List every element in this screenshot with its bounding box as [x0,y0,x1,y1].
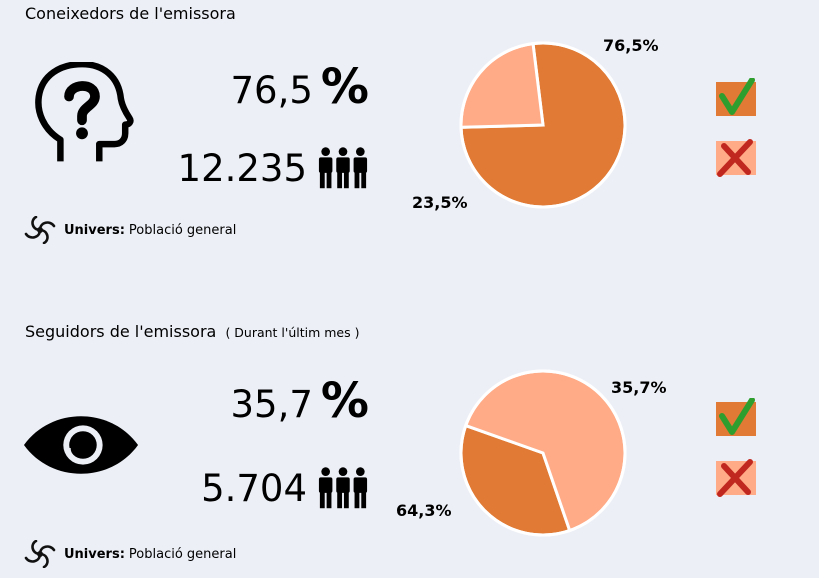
universe-note: Univers: Població general [24,216,236,244]
universe-note: Univers: Població general [24,540,236,568]
count-value: 12.235 [177,146,307,190]
percent-sign: % [320,59,369,115]
count-value: 5.704 [201,466,307,510]
check-icon [716,78,756,116]
percent-display: 76,5 % [230,59,369,115]
section-title: Coneixedors de l'emissora [25,4,236,23]
section-coneixedors: Coneixedors de l'emissora 76,5 % 12.235 … [0,0,819,260]
pie-outline [459,369,627,537]
head-question-icon [35,62,134,162]
title-text: Seguidors de l'emissora [25,322,217,341]
pie-no-label: 64,3% [396,501,452,520]
spiral-icon [24,216,56,244]
cross-icon [716,139,756,177]
pie-yes-label: 35,7% [611,378,667,397]
universe-value: Població general [128,546,237,562]
people-icon [318,467,368,509]
check-icon [716,398,756,436]
count-display: 12.235 [178,146,369,190]
percent-sign: % [320,373,369,429]
people-icon [318,147,368,189]
pie-chart [459,369,627,537]
pie-chart [459,41,627,209]
spiral-icon [24,540,56,568]
section-seguidors: Seguidors de l'emissora ( Durant l'últim… [0,318,819,578]
pie-outline [459,41,627,209]
count-display: 5.704 [201,466,369,510]
pie-yes-label: 76,5% [603,36,659,55]
universe-label: Univers: [64,222,125,238]
percent-value: 76,5 [230,69,313,113]
title-subtitle: ( Durant l'últim mes ) [225,325,360,340]
section-title: Seguidors de l'emissora ( Durant l'últim… [25,322,360,341]
percent-display: 35,7 % [230,373,369,429]
pie-slice-no [459,41,545,129]
universe-value: Població general [128,222,237,238]
universe-label: Univers: [64,546,125,562]
title-text: Coneixedors de l'emissora [25,4,236,23]
pie-no-label: 23,5% [412,193,468,212]
cross-icon [716,459,756,497]
eye-icon [23,416,139,474]
percent-value: 35,7 [230,383,313,427]
